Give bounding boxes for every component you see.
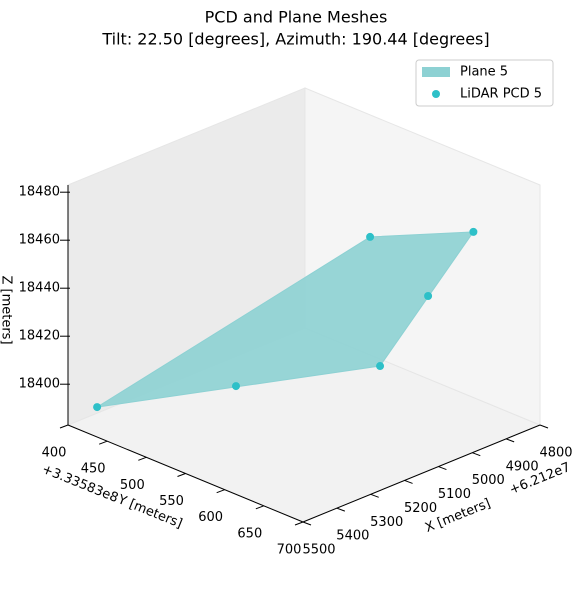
- x-tick-label: 4900: [506, 459, 539, 474]
- y-tick-label: 700: [277, 543, 302, 558]
- x-tick: [472, 452, 481, 457]
- z-tick-label: 18480: [19, 185, 60, 200]
- pcd-point: [469, 227, 478, 236]
- x-tick-label: 5300: [370, 515, 403, 530]
- y-tick-label: 500: [120, 478, 145, 493]
- y-tick: [138, 456, 147, 461]
- z-tick-label: 18400: [19, 377, 60, 392]
- x-tick: [370, 493, 379, 498]
- legend-box: [415, 59, 554, 107]
- pcd-point: [93, 403, 102, 412]
- x-axis-line: [302, 424, 541, 523]
- legend-label: Plane 5: [460, 65, 508, 80]
- y-tick: [59, 424, 69, 429]
- legend-swatch: [422, 67, 450, 77]
- pcd-point: [376, 362, 385, 371]
- y-tick-label: 550: [159, 494, 184, 509]
- y-tick-label: 650: [237, 526, 262, 541]
- x-tick: [438, 466, 447, 471]
- pcd-point: [231, 382, 240, 391]
- chart-title: PCD and Plane Meshes: [205, 8, 388, 27]
- y-tick-label: 450: [81, 462, 106, 477]
- x-tick-label: 4800: [539, 446, 572, 461]
- z-tick-label: 18420: [19, 329, 60, 344]
- x-tick-label: 5100: [438, 487, 471, 502]
- y-tick: [98, 440, 108, 445]
- legend-swatch: [432, 90, 440, 98]
- x-tick-label: 5200: [404, 501, 437, 516]
- x-tick: [404, 479, 413, 484]
- y-tick-label: 400: [42, 446, 67, 461]
- x-tick: [539, 424, 549, 429]
- pcd-point: [366, 232, 375, 241]
- y-tick: [294, 521, 304, 526]
- y-tick: [255, 505, 265, 510]
- z-tick-label: 18460: [19, 233, 60, 248]
- z-tick-label: 18440: [19, 281, 60, 296]
- chart-subtitle: Tilt: 22.50 [degrees], Azimuth: 190.44 […: [101, 30, 489, 49]
- x-tick-label: 5000: [472, 473, 505, 488]
- y-tick-label: 600: [198, 510, 223, 525]
- x-tick-label: 5400: [336, 529, 369, 544]
- z-axis-label: Z [meters]: [0, 275, 14, 344]
- y-tick: [177, 473, 186, 477]
- legend-label: LiDAR PCD 5: [460, 87, 542, 102]
- x-tick-label: 5500: [302, 543, 335, 558]
- x-tick: [336, 507, 346, 512]
- y-tick: [216, 489, 225, 494]
- pcd-point: [424, 291, 433, 300]
- x-tick: [505, 438, 515, 443]
- x-tick: [302, 521, 312, 526]
